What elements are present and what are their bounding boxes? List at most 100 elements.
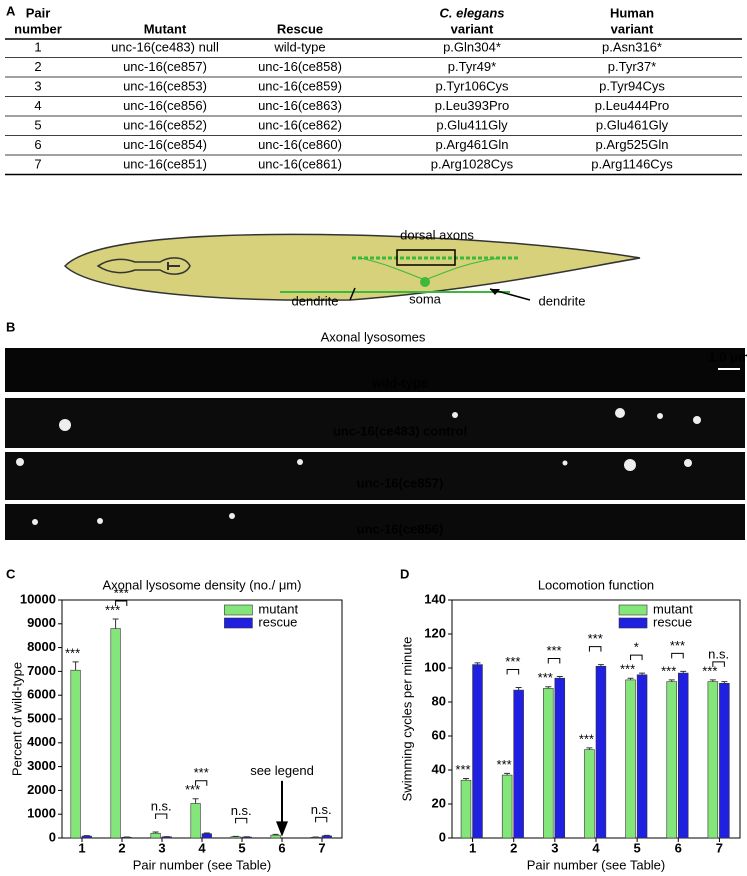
- table-cell: p.Glu411Gly: [436, 117, 508, 132]
- y-axis-title: Percent of wild-type: [9, 662, 24, 776]
- x-tick-label: 7: [716, 840, 723, 855]
- y-tick-label: 40: [432, 761, 446, 776]
- y-tick-label: 140: [424, 591, 446, 606]
- table-cell: unc-16(ce862): [258, 117, 342, 132]
- bar: [110, 628, 121, 839]
- bar: [150, 832, 161, 839]
- bar: [666, 681, 677, 839]
- y-tick-label: 100: [424, 659, 446, 674]
- y-tick-label: 80: [432, 693, 446, 708]
- significance: ***: [579, 731, 594, 746]
- comparison-label: ***: [670, 638, 685, 653]
- zoom-box: [396, 249, 456, 266]
- error-bar: [545, 686, 552, 689]
- significance: ***: [455, 762, 470, 777]
- bar: [677, 672, 689, 839]
- bar: [707, 681, 719, 839]
- table-cell: 7: [34, 156, 41, 171]
- bar: [230, 836, 241, 839]
- comparison-bracket: [671, 652, 684, 659]
- bar: [501, 774, 513, 839]
- arrowhead: [490, 289, 500, 295]
- y-tick-label: 5000: [27, 710, 56, 725]
- table-header: Human: [610, 5, 654, 20]
- y-tick-label: 1000: [27, 806, 56, 821]
- table-cell: 5: [34, 117, 41, 132]
- x-tick-label: 5: [238, 840, 245, 855]
- table-cell: 6: [34, 137, 41, 152]
- image-strip: [5, 504, 745, 540]
- table-cell: unc-16(ce861): [258, 156, 342, 171]
- scale-label: 1.0 μm: [708, 349, 747, 364]
- table-cell: unc-16(ce852): [123, 117, 207, 132]
- comparison-bracket: [630, 654, 643, 661]
- x-tick-label: 2: [510, 840, 517, 855]
- table-cell: p.Arg1028Cys: [431, 156, 514, 171]
- y-axis-title: Swimming cycles per minute: [399, 637, 414, 802]
- x-tick-label: 7: [318, 840, 325, 855]
- table-cell: 4: [34, 98, 41, 113]
- error-bar: [192, 798, 199, 804]
- significance: ***: [497, 757, 512, 772]
- bar: [270, 834, 281, 839]
- error-bar: [639, 672, 646, 675]
- error-bar: [597, 664, 604, 667]
- comparison-label: *: [634, 640, 639, 655]
- error-bar: [721, 681, 728, 684]
- comparison-label: ***: [505, 654, 520, 669]
- table-cell: p.Arg461Gln: [436, 137, 509, 152]
- bar: [190, 803, 201, 839]
- x-tick-label: 4: [592, 840, 600, 855]
- comparison-label: n.s.: [311, 802, 332, 817]
- error-bar: [680, 670, 687, 674]
- significance: ***: [702, 663, 717, 678]
- table-header: number: [14, 21, 62, 36]
- table-cell: p.Tyr94Cys: [599, 78, 665, 93]
- bar: [584, 749, 595, 839]
- error-bar: [627, 677, 634, 680]
- pharynx-bulb: [167, 262, 180, 270]
- comparison-label: n.s.: [708, 646, 729, 661]
- table-cell: p.Arg525Gln: [596, 137, 669, 152]
- significance: ***: [65, 645, 80, 660]
- strip-label: unc-16(ce857): [357, 475, 444, 490]
- table-cell: 2: [34, 59, 41, 74]
- comparison-bracket: [506, 669, 520, 675]
- bar: [719, 682, 730, 839]
- comparison-bracket: [588, 646, 602, 652]
- diagram-label: dorsal axons: [400, 227, 474, 242]
- x-tick-label: 6: [675, 840, 682, 855]
- error-bar: [462, 778, 469, 781]
- table-cell: p.Leu393Pro: [435, 98, 509, 113]
- table-cell: unc-16(ce856): [123, 98, 207, 113]
- legend-label: mutant: [258, 601, 298, 616]
- note-arrowhead: [276, 821, 288, 837]
- bar: [636, 674, 648, 839]
- y-tick-label: 0: [439, 829, 446, 844]
- table-header: variant: [451, 21, 494, 36]
- x-tick-label: 2: [118, 840, 125, 855]
- bar: [595, 665, 607, 839]
- comparison-label: ***: [194, 765, 209, 780]
- significance: ***: [538, 670, 553, 685]
- strip-label: unc-16(ce483) control: [333, 423, 467, 438]
- y-tick-label: 9000: [27, 615, 56, 630]
- table-cell: p.Asn316*: [602, 39, 662, 54]
- y-tick-label: 7000: [27, 663, 56, 678]
- table-header: Rescue: [277, 21, 323, 36]
- table-cell: p.Tyr49*: [448, 59, 496, 74]
- significance: ***: [620, 662, 635, 677]
- legend-swatch: [224, 617, 253, 629]
- table-cell: unc-16(ce858): [258, 59, 342, 74]
- table-cell: unc-16(ce859): [258, 78, 342, 93]
- table-cell: p.Gln304*: [443, 39, 501, 54]
- images-title: Axonal lysosomes: [321, 329, 426, 344]
- table-header: variant: [611, 21, 654, 36]
- table-cell: p.Tyr37*: [608, 59, 656, 74]
- table-cell: 3: [34, 78, 41, 93]
- y-tick-label: 10000: [20, 591, 56, 606]
- x-tick-label: 3: [158, 840, 165, 855]
- table-cell: wild-type: [273, 39, 325, 54]
- legend-label: rescue: [653, 614, 692, 629]
- y-tick-label: 60: [432, 727, 446, 742]
